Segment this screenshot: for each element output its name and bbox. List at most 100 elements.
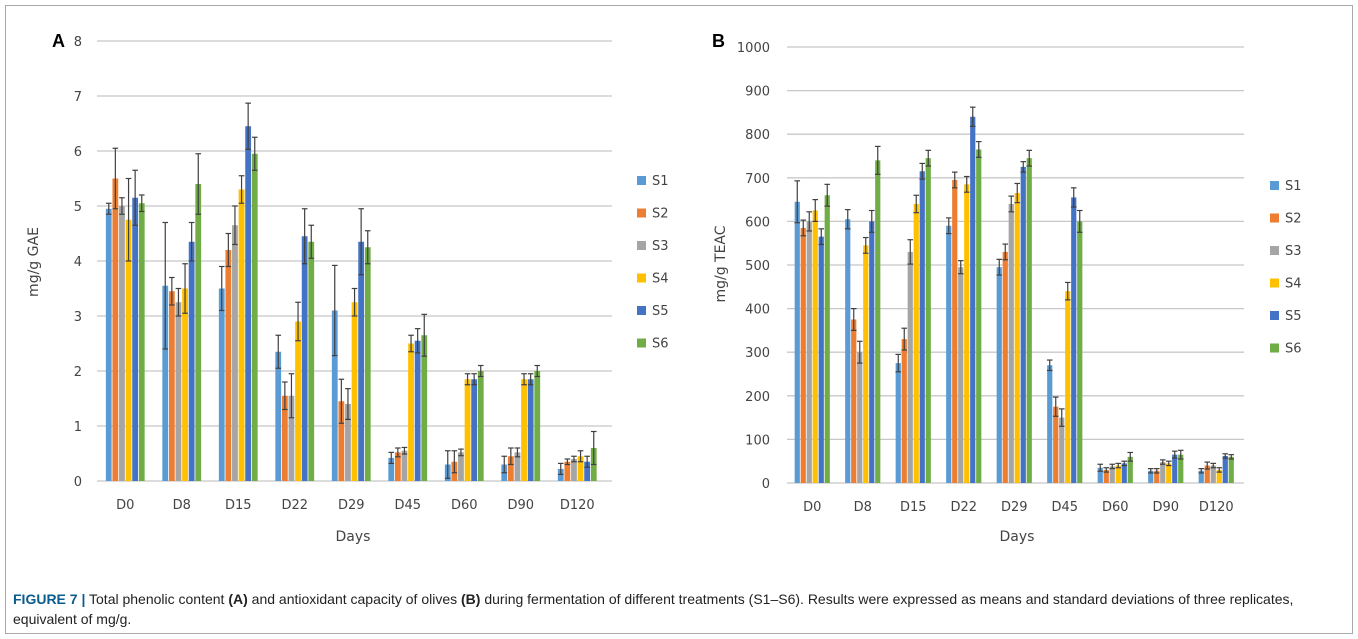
charts-canvas: A 0 1 2 3 4 5 6 7 8 mg/g GAE D0 D8 D15 D22 D29 D45 D60 D90…: [26, 31, 1302, 545]
x-tick-label-b: D22: [950, 500, 977, 515]
caption-text-2: and antioxidant capacity of olives: [247, 591, 462, 607]
bar-a-s2-d120: [564, 461, 571, 481]
bar-b-s1-d15: [895, 363, 901, 483]
bar-b-s6-d45: [1077, 221, 1083, 483]
bar-b-s5-d22: [970, 116, 976, 483]
bar-a-s3-d22: [288, 395, 295, 481]
bar-a-s5-d60: [471, 379, 478, 481]
bar-a-s5-d8: [188, 241, 195, 481]
legend-label-b-s4: S4: [1285, 277, 1302, 292]
x-axis-title-a: Days: [336, 529, 371, 545]
bar-b-s3-d29: [1008, 203, 1014, 483]
bar-b-s5-d29: [1020, 166, 1026, 483]
y-axis-title-b: mg/g TEAC: [713, 225, 729, 302]
y-axis-title-a: mg/g GAE: [26, 227, 42, 297]
bar-a-s3-d90: [514, 452, 521, 481]
bar-b-s6-d22: [976, 149, 982, 483]
bar-a-s3-d60: [458, 452, 464, 481]
bar-a-s4-d45: [408, 343, 414, 481]
bar-a-s2-d22: [281, 395, 288, 481]
bar-b-s5-d8: [869, 221, 875, 483]
legend-label-b-s5: S5: [1285, 309, 1302, 324]
bar-b-s1-d120: [1198, 470, 1204, 483]
bar-b-s4-d29: [1014, 193, 1020, 483]
figure-frame: [5, 5, 1353, 634]
caption-text-3: during fermentation of different treatme…: [13, 591, 1294, 627]
bar-a-s3-d8: [175, 302, 182, 481]
bar-a-s1-d29: [331, 310, 338, 481]
y-tick-label-b: 700: [745, 172, 770, 187]
bar-a-s6-d60: [477, 371, 484, 481]
bar-b-s3-d90: [1160, 462, 1166, 483]
bar-a-s5-d29: [358, 241, 365, 481]
x-tick-label-a: D22: [281, 498, 308, 513]
bar-a-s6-d0: [138, 203, 145, 481]
y-tick-label-a: 0: [74, 475, 82, 490]
bar-b-s4-d120: [1216, 469, 1222, 483]
legend-swatch-a-s2: [637, 208, 646, 218]
legend-label-a-s2: S2: [652, 207, 669, 222]
bar-b-s4-d15: [913, 203, 919, 483]
x-tick-label-b: D120: [1199, 500, 1234, 515]
x-axis-title-b: Days: [1000, 529, 1035, 545]
bar-a-s3-d45: [401, 450, 408, 481]
legend-swatch-a-s4: [637, 273, 646, 283]
y-tick-label-b: 1000: [737, 41, 770, 56]
bar-a-s2-d90: [507, 456, 514, 481]
bar-b-s4-d22: [964, 184, 970, 483]
bar-a-s5-d45: [414, 340, 421, 481]
bar-b-s5-d60: [1121, 463, 1127, 483]
bar-a-s6-d90: [534, 371, 541, 481]
bar-b-s1-d90: [1148, 470, 1154, 483]
bar-b-s6-d0: [824, 195, 830, 484]
bar-a-s6-d45: [421, 335, 428, 481]
chart-panel-b: B 0 100 200 300 400 500 600 700 800 900 1000 mg/g TE…: [712, 31, 1302, 545]
bar-a-s2-d8: [168, 291, 175, 481]
y-tick-label-a: 7: [74, 90, 82, 105]
bar-b-s2-d22: [952, 179, 958, 484]
caption-text-1: Total phenolic content: [85, 591, 229, 607]
legend-swatch-b-s5: [1270, 311, 1279, 320]
bar-a-s5-d120: [584, 461, 591, 481]
bar-a-s4-d0: [125, 219, 132, 481]
bar-b-s1-d0: [794, 201, 800, 483]
y-tick-label-b: 100: [745, 433, 770, 448]
bar-b-s1-d60: [1097, 467, 1103, 483]
bar-b-s3-d8: [857, 352, 863, 483]
caption-figure-label: FIGURE 7 |: [13, 591, 86, 607]
legend-label-a-s3: S3: [652, 239, 669, 254]
bar-b-s2-d29: [1002, 251, 1008, 483]
legend-swatch-a-s1: [637, 176, 646, 185]
legend-label-a-s5: S5: [652, 304, 669, 319]
bar-a-s4-d90: [521, 379, 527, 481]
bar-a-s1-d0: [105, 208, 112, 481]
bar-b-s5-d120: [1222, 455, 1228, 483]
y-tick-label-b: 800: [745, 128, 770, 143]
bar-a-s1-d15: [218, 288, 225, 481]
bar-a-s4-d29: [351, 302, 358, 481]
bar-b-s3-d120: [1210, 465, 1216, 483]
legend-swatch-b-s1: [1270, 181, 1279, 190]
chart-panel-a: A 0 1 2 3 4 5 6 7 8 mg/g GAE D0 D8 D15 D22 D29 D45 D60 D90…: [26, 31, 669, 545]
y-tick-label-b: 0: [762, 477, 770, 492]
bar-b-s6-d15: [925, 158, 931, 483]
x-tick-label-b: D15: [900, 500, 927, 515]
bar-a-s4-d120: [577, 456, 584, 481]
bar-b-s2-d8: [851, 319, 857, 483]
y-tick-label-b: 900: [745, 85, 770, 100]
x-tick-label-b: D45: [1051, 500, 1078, 515]
bar-b-s4-d90: [1166, 463, 1172, 483]
bar-b-s2-d0: [800, 227, 806, 483]
legend-swatch-a-s6: [637, 338, 646, 348]
bar-b-s5-d15: [919, 171, 925, 483]
x-tick-label-a: D120: [560, 498, 595, 513]
y-tick-label-a: 8: [74, 35, 82, 50]
bar-b-s6-d29: [1026, 158, 1032, 483]
bar-a-s5-d90: [527, 379, 534, 481]
y-tick-label-a: 6: [74, 145, 82, 160]
bar-a-s4-d8: [182, 288, 188, 481]
bar-b-s6-d120: [1228, 456, 1234, 483]
x-tick-label-a: D8: [173, 498, 191, 513]
bar-b-s2-d60: [1103, 469, 1109, 483]
bar-b-s2-d120: [1204, 465, 1210, 483]
